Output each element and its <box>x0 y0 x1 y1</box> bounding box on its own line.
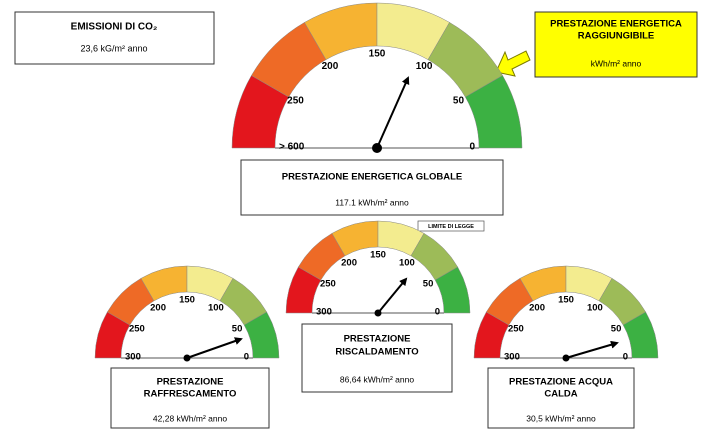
needle-hub <box>183 354 191 362</box>
needle-hub <box>372 143 382 153</box>
gauge-tick-label: 50 <box>453 96 465 107</box>
gauge-tick-label: 250 <box>129 324 145 335</box>
gauge-segment <box>464 75 523 149</box>
gauge-title: PRESTAZIONE ACQUA <box>509 377 613 388</box>
gauge-box <box>487 367 635 429</box>
gauge-tick-label: 250 <box>320 279 336 290</box>
gauge-tick-label: 150 <box>179 295 195 306</box>
gauge-tick-label: 100 <box>208 302 224 313</box>
gauge-tick-label: 100 <box>587 302 603 313</box>
gauges: > 600 250 200 150 100 50 0 PRESTAZIONE ENERGETI… <box>94 2 659 429</box>
gauge-segment <box>622 311 659 359</box>
target-title: RAGGIUNGIBILE <box>578 31 655 42</box>
legal-limit-box <box>417 220 485 232</box>
gauge-tick-label: 200 <box>150 302 166 313</box>
co2-title: EMISSIONI DI CO₂ <box>71 22 158 33</box>
gauge-tick-label: 0 <box>435 307 440 318</box>
gauge-tick-label: > 600 <box>279 142 305 153</box>
target-box <box>534 11 698 78</box>
gauge-tick-label: 250 <box>287 96 304 107</box>
gauge-needle <box>376 76 410 149</box>
gauge-needle <box>186 337 243 359</box>
gauge-tick-label: 50 <box>232 324 243 335</box>
needle-hub <box>562 354 570 362</box>
needle-hub <box>374 309 382 317</box>
gauge-tick-label: 0 <box>244 352 249 363</box>
gauge-title: PRESTAZIONE <box>157 377 224 388</box>
gauge-tick-label: 150 <box>369 49 386 60</box>
gauge-segment <box>243 311 280 359</box>
gauge-box <box>110 367 270 429</box>
co2-value: 23,6 kG/m² anno <box>80 43 147 53</box>
gauge-tick-label: 300 <box>316 307 332 318</box>
gauge-title: RAFFRESCAMENTO <box>144 389 237 400</box>
gauge-tick-label: 250 <box>508 324 524 335</box>
gauge-title: PRESTAZIONE <box>344 334 411 345</box>
gauge-box <box>301 323 453 393</box>
gauge-value: 42,28 kWh/m² anno <box>153 413 227 423</box>
gauge-tick-label: 0 <box>623 352 628 363</box>
target-arrow <box>495 50 531 77</box>
gauge-value: 117.1 kWh/m² anno <box>335 197 409 207</box>
gauge-box <box>240 159 504 216</box>
gauge-tick-label: 150 <box>558 295 574 306</box>
gauge-tick-label: 200 <box>529 302 545 313</box>
gauge-needle <box>565 340 619 359</box>
gauge-needle <box>377 277 408 314</box>
target-title: PRESTAZIONE ENERGETICA <box>550 19 682 30</box>
gauge-tick-label: 300 <box>504 352 520 363</box>
gauge-title: PRESTAZIONE ENERGETICA GLOBALE <box>282 172 463 183</box>
gauge-tick-label: 100 <box>399 257 415 268</box>
target-unit: kWh/m² anno <box>591 58 642 68</box>
gauge-title: CALDA <box>544 389 577 400</box>
legal-limit: LIMITE DI LEGGE <box>428 224 474 230</box>
gauge-value: 30,5 kWh/m² anno <box>526 413 596 423</box>
gauge-value: 86,64 kWh/m² anno <box>340 374 414 384</box>
gauge-tick-label: 50 <box>611 324 622 335</box>
gauge-tick-label: 200 <box>322 61 339 72</box>
gauge-tick-label: 300 <box>125 352 141 363</box>
gauge-tick-label: 150 <box>370 250 386 261</box>
gauge-tick-label: 0 <box>469 142 475 153</box>
gauge-segment <box>434 266 471 314</box>
gauge-tick-label: 100 <box>416 61 433 72</box>
gauge-tick-label: 200 <box>341 257 357 268</box>
co2-box <box>14 11 215 65</box>
gauge-title: RISCALDAMENTO <box>335 347 418 358</box>
gauge-tick-label: 50 <box>423 279 434 290</box>
